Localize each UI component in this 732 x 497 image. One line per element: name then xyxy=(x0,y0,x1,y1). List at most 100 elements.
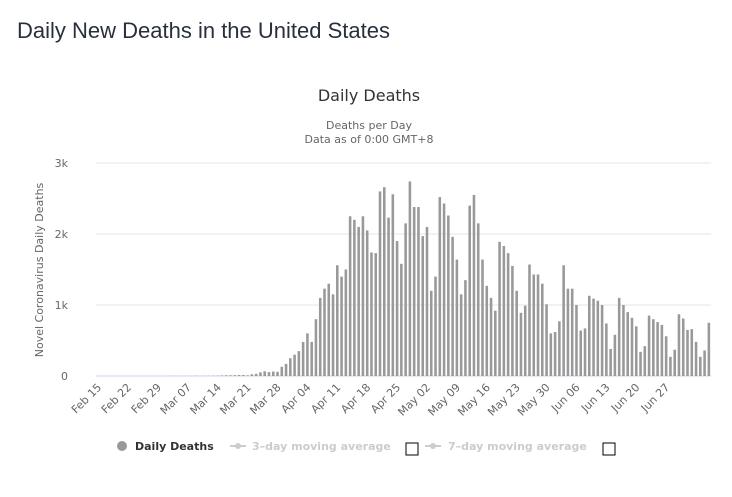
bar-daily-deaths[interactable] xyxy=(699,356,702,376)
legend-3day-moving-average[interactable]: 3–day moving average xyxy=(252,440,391,453)
bar-daily-deaths[interactable] xyxy=(562,265,565,376)
bar-daily-deaths[interactable] xyxy=(254,373,258,376)
bar-daily-deaths[interactable] xyxy=(421,236,424,376)
bar-daily-deaths[interactable] xyxy=(553,331,557,376)
bar-daily-deaths[interactable] xyxy=(476,223,480,376)
bar-daily-deaths[interactable] xyxy=(327,283,331,376)
bar-daily-deaths[interactable] xyxy=(348,216,352,376)
bar-daily-deaths[interactable] xyxy=(558,321,561,376)
bar-daily-deaths[interactable] xyxy=(459,294,463,376)
legend-3day-checkbox[interactable] xyxy=(405,442,419,456)
bar-daily-deaths[interactable] xyxy=(378,191,382,376)
bar-daily-deaths[interactable] xyxy=(707,322,711,376)
bar-daily-deaths[interactable] xyxy=(383,187,386,376)
bar-daily-deaths[interactable] xyxy=(438,197,442,376)
bar-daily-deaths[interactable] xyxy=(519,312,523,376)
bar-daily-deaths[interactable] xyxy=(545,304,548,376)
bar-daily-deaths[interactable] xyxy=(613,334,617,376)
legend-7day-moving-average[interactable]: 7–day moving average xyxy=(448,440,587,453)
bar-daily-deaths[interactable] xyxy=(489,297,493,376)
bar-daily-deaths[interactable] xyxy=(669,356,672,376)
bar-daily-deaths[interactable] xyxy=(664,336,668,376)
bar-daily-deaths[interactable] xyxy=(643,346,647,376)
bar-daily-deaths[interactable] xyxy=(647,315,651,376)
bar-daily-deaths[interactable] xyxy=(365,230,369,376)
bar-daily-deaths[interactable] xyxy=(481,259,484,376)
bar-daily-deaths[interactable] xyxy=(468,205,471,376)
bar-daily-deaths[interactable] xyxy=(506,253,510,376)
bar-daily-deaths[interactable] xyxy=(259,372,262,376)
bar-daily-deaths[interactable] xyxy=(412,207,416,376)
bar-daily-deaths[interactable] xyxy=(583,328,587,376)
bar-daily-deaths[interactable] xyxy=(472,194,476,376)
bar-daily-deaths[interactable] xyxy=(447,215,450,376)
bar-daily-deaths[interactable] xyxy=(220,375,224,376)
bar-daily-deaths[interactable] xyxy=(310,341,313,376)
bar-daily-deaths[interactable] xyxy=(494,310,497,376)
bar-daily-deaths[interactable] xyxy=(336,265,339,376)
bar-daily-deaths[interactable] xyxy=(464,280,467,376)
bar-daily-deaths[interactable] xyxy=(566,288,570,376)
bar-daily-deaths[interactable] xyxy=(242,375,245,376)
bar-daily-deaths[interactable] xyxy=(498,241,501,376)
bar-daily-deaths[interactable] xyxy=(639,351,642,376)
bar-daily-deaths[interactable] xyxy=(681,318,685,376)
bar-daily-deaths[interactable] xyxy=(404,223,407,376)
bar-daily-deaths[interactable] xyxy=(276,371,279,376)
bar-daily-deaths[interactable] xyxy=(549,333,553,376)
bar-daily-deaths[interactable] xyxy=(434,276,437,376)
bar-daily-deaths[interactable] xyxy=(353,219,356,376)
bar-daily-deaths[interactable] xyxy=(686,329,689,376)
bar-daily-deaths[interactable] xyxy=(289,358,292,376)
bar-daily-deaths[interactable] xyxy=(626,312,629,376)
bar-daily-deaths[interactable] xyxy=(314,319,318,376)
bar-daily-deaths[interactable] xyxy=(515,290,518,376)
bar-daily-deaths[interactable] xyxy=(374,253,378,376)
bar-daily-deaths[interactable] xyxy=(455,259,459,376)
bar-daily-deaths[interactable] xyxy=(417,207,420,376)
bar-daily-deaths[interactable] xyxy=(400,263,403,376)
bar-daily-deaths[interactable] xyxy=(263,371,266,376)
bar-daily-deaths[interactable] xyxy=(246,375,249,376)
bar-daily-deaths[interactable] xyxy=(340,276,343,376)
bar-daily-deaths[interactable] xyxy=(323,288,326,376)
bar-daily-deaths[interactable] xyxy=(357,226,360,376)
bar-daily-deaths[interactable] xyxy=(229,375,232,376)
bar-daily-deaths[interactable] xyxy=(425,226,429,376)
bar-daily-deaths[interactable] xyxy=(592,298,595,376)
bar-daily-deaths[interactable] xyxy=(293,354,296,376)
bar-daily-deaths[interactable] xyxy=(408,181,412,376)
bar-daily-deaths[interactable] xyxy=(536,274,540,376)
bar-daily-deaths[interactable] xyxy=(224,375,228,376)
bar-daily-deaths[interactable] xyxy=(690,329,694,376)
bar-daily-deaths[interactable] xyxy=(442,203,446,376)
bar-daily-deaths[interactable] xyxy=(485,285,489,376)
bar-daily-deaths[interactable] xyxy=(391,194,395,376)
bar-daily-deaths[interactable] xyxy=(694,341,698,376)
bar-daily-deaths[interactable] xyxy=(523,305,527,376)
bar-daily-deaths[interactable] xyxy=(267,372,271,376)
bar-daily-deaths[interactable] xyxy=(528,264,531,376)
bar-daily-deaths[interactable] xyxy=(395,241,399,376)
bar-daily-deaths[interactable] xyxy=(673,349,676,376)
bar-daily-deaths[interactable] xyxy=(387,217,390,376)
bar-daily-deaths[interactable] xyxy=(605,323,608,376)
bar-daily-deaths[interactable] xyxy=(617,297,621,376)
bar-daily-deaths[interactable] xyxy=(271,371,275,376)
bar-daily-deaths[interactable] xyxy=(622,305,625,376)
bar-daily-deaths[interactable] xyxy=(250,374,254,376)
bar-daily-deaths[interactable] xyxy=(502,246,506,376)
bar-daily-deaths[interactable] xyxy=(609,349,612,376)
bar-daily-deaths[interactable] xyxy=(511,265,514,376)
bar-daily-deaths[interactable] xyxy=(677,314,681,376)
bar-daily-deaths[interactable] xyxy=(575,305,578,376)
bar-daily-deaths[interactable] xyxy=(306,333,309,376)
bar-daily-deaths[interactable] xyxy=(596,300,600,376)
bar-daily-deaths[interactable] xyxy=(570,288,574,376)
bar-daily-deaths[interactable] xyxy=(630,317,634,376)
bar-daily-deaths[interactable] xyxy=(656,322,659,376)
bar-daily-deaths[interactable] xyxy=(318,297,322,376)
bar-daily-deaths[interactable] xyxy=(532,274,536,376)
bar-daily-deaths[interactable] xyxy=(331,294,335,376)
bar-daily-deaths[interactable] xyxy=(233,375,237,376)
